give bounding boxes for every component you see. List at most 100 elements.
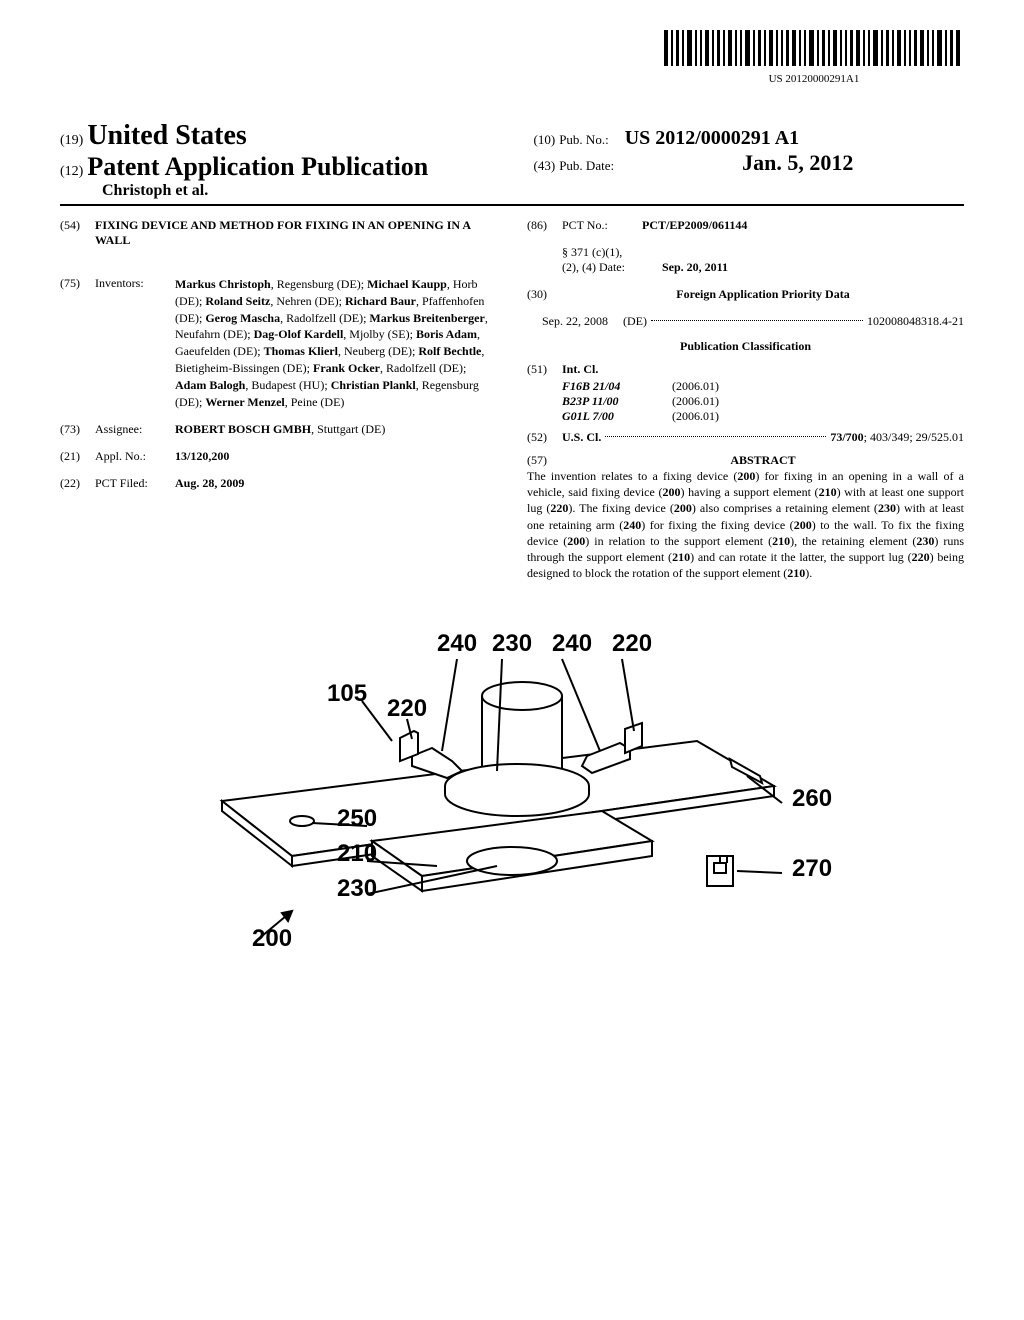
figure-label: 230 [337, 875, 377, 902]
abstract-text: The invention relates to a fixing device… [527, 468, 964, 581]
int-cl-code-value: F16B 21/04 [562, 379, 672, 394]
inventors-list: Markus Christoph, Regensburg (DE); Micha… [175, 276, 497, 410]
pub-no-code: (10) [534, 132, 556, 147]
inventor-name: Frank Ocker [313, 361, 380, 375]
int-cl-item: F16B 21/04(2006.01) [562, 379, 964, 394]
inventor-loc: , Mjolby (SE); [343, 327, 416, 341]
inventor-name: Roland Seitz [205, 294, 270, 308]
figure-label: 230 [492, 630, 532, 657]
inventor-name: Richard Baur [345, 294, 416, 308]
foreign-code: (30) [527, 287, 562, 302]
int-cl-list: F16B 21/04(2006.01)B23P 11/00(2006.01)G0… [527, 379, 964, 424]
figure-label: 220 [387, 695, 427, 722]
us-cl-label: U.S. Cl. [562, 430, 601, 445]
patent-title: FIXING DEVICE AND METHOD FOR FIXING IN A… [95, 218, 497, 248]
inventors-label: Inventors: [95, 276, 175, 291]
int-cl-row: (51) Int. Cl. [527, 362, 964, 377]
inventor-name: Dag-Olof Kardell [254, 327, 344, 341]
appl-code: (21) [60, 449, 95, 464]
int-cl-year: (2006.01) [672, 394, 719, 409]
pct-filed-label: PCT Filed: [95, 476, 175, 491]
assignee-value: ROBERT BOSCH GMBH, Stuttgart (DE) [175, 422, 497, 437]
figure-label: 210 [337, 840, 377, 867]
int-cl-label: Int. Cl. [562, 362, 598, 377]
inventor-name: Werner Menzel [205, 395, 284, 409]
pct-filed-row: (22) PCT Filed: Aug. 28, 2009 [60, 476, 497, 491]
figure-area: 240230240220105220250210230200260270 [60, 611, 964, 996]
title-row: (54) FIXING DEVICE AND METHOD FOR FIXING… [60, 218, 497, 264]
foreign-date: Sep. 22, 2008 [542, 314, 608, 329]
int-cl-item: B23P 11/00(2006.01) [562, 394, 964, 409]
appl-no: 13/120,200 [175, 449, 497, 464]
dotted-line [651, 320, 863, 321]
pct-filed: Aug. 28, 2009 [175, 476, 497, 491]
document-header: (19) United States (12) Patent Applicati… [60, 95, 964, 206]
inventor-name: Christian Plankl [331, 378, 416, 392]
patent-figure: 240230240220105220250210230200260270 [162, 611, 862, 991]
assignee-label: Assignee: [95, 422, 175, 437]
barcode-section: US 20120000291A1 [60, 30, 964, 87]
pct-filed-code: (22) [60, 476, 95, 491]
inventor-name: Markus Christoph [175, 277, 271, 291]
int-cl-year: (2006.01) [672, 409, 719, 424]
assignee-loc: , Stuttgart (DE) [311, 422, 385, 436]
figure-label: 105 [327, 680, 367, 707]
barcode-svg [664, 30, 964, 66]
pub-date-label: Pub. Date: [559, 158, 614, 173]
pub-no: US 2012/0000291 A1 [625, 127, 799, 149]
figure-label: 270 [792, 855, 832, 882]
foreign-priority-row: (30) Foreign Application Priority Data [527, 287, 964, 302]
barcode-number: US 20120000291A1 [664, 73, 964, 85]
body-columns: (54) FIXING DEVICE AND METHOD FOR FIXING… [60, 218, 964, 581]
authors-line: Christoph et al. [102, 182, 534, 200]
inventor-loc: , Budapest (HU); [245, 378, 330, 392]
figure-label: 260 [792, 785, 832, 812]
dotted-line [605, 436, 826, 437]
inventors-row: (75) Inventors: Markus Christoph, Regens… [60, 276, 497, 410]
abstract-header-row: (57) ABSTRACT [527, 453, 964, 468]
us-cl-primary: 73/700 [830, 430, 863, 445]
inventor-name: Boris Adam [416, 327, 477, 341]
inventor-loc: , Regensburg (DE); [271, 277, 367, 291]
abstract-code: (57) [527, 453, 562, 468]
doc-type-code: (12) [60, 164, 83, 179]
doc-type: Patent Application Publication [87, 152, 428, 181]
int-cl-item: G01L 7/00(2006.01) [562, 409, 964, 424]
abstract-heading: ABSTRACT [562, 453, 964, 468]
pub-no-label: Pub. No.: [559, 132, 608, 147]
appl-label: Appl. No.: [95, 449, 175, 464]
inventor-loc: , Peine (DE) [285, 395, 345, 409]
inventor-loc: , Radolfzell (DE); [280, 311, 369, 325]
figure-label: 200 [252, 925, 292, 952]
assignee-code: (73) [60, 422, 95, 437]
pub-class-heading: Publication Classification [527, 339, 964, 354]
right-column: (86) PCT No.: PCT/EP2009/061144 § 371 (c… [527, 218, 964, 581]
figure-label: 240 [552, 630, 592, 657]
barcode-graphic: US 20120000291A1 [664, 30, 964, 85]
us-cl-code: (52) [527, 430, 562, 445]
left-column: (54) FIXING DEVICE AND METHOD FOR FIXING… [60, 218, 497, 581]
pct-no-label: PCT No.: [562, 218, 642, 233]
inventor-name: Markus Breitenberger [369, 311, 484, 325]
inventor-name: Rolf Bechtle [418, 344, 481, 358]
pub-date: Jan. 5, 2012 [742, 150, 853, 175]
inventor-loc: , Radolfzell (DE); [380, 361, 466, 375]
int-cl-year: (2006.01) [672, 379, 719, 394]
foreign-no: 102008048318.4-21 [867, 314, 964, 329]
int-cl-code: (51) [527, 362, 562, 377]
int-cl-code-value: B23P 11/00 [562, 394, 672, 409]
pct-no: PCT/EP2009/061144 [642, 218, 964, 233]
inventor-name: Michael Kaupp [367, 277, 447, 291]
inventor-name: Thomas Klierl [264, 344, 338, 358]
int-cl-code-value: G01L 7/00 [562, 409, 672, 424]
pub-date-code: (43) [534, 158, 556, 173]
pct-no-code: (86) [527, 218, 562, 233]
foreign-heading: Foreign Application Priority Data [562, 287, 964, 302]
figure-label: 220 [612, 630, 652, 657]
inventor-loc: , Neuberg (DE); [338, 344, 418, 358]
foreign-data-row: Sep. 22, 2008 (DE) 102008048318.4-21 [542, 314, 964, 329]
us-cl-rest: ; 403/349; 29/525.01 [864, 430, 964, 445]
figure-label: 240 [437, 630, 477, 657]
pct-no-row: (86) PCT No.: PCT/EP2009/061144 [527, 218, 964, 233]
assignee-name: ROBERT BOSCH GMBH [175, 422, 311, 436]
